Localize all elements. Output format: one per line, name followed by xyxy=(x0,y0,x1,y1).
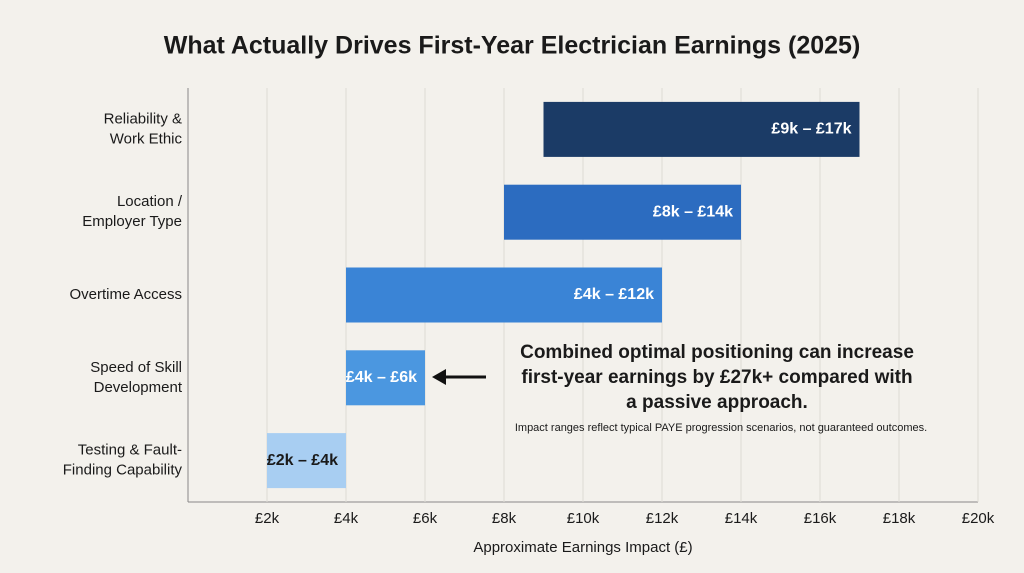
value-label: £2k – £4k xyxy=(267,452,338,469)
annotation-arrow-head xyxy=(432,369,446,385)
chart-title: What Actually Drives First-Year Electric… xyxy=(164,32,861,60)
x-tick-label: £20k xyxy=(962,510,995,527)
bar xyxy=(504,184,741,240)
value-label: £8k – £14k xyxy=(653,203,733,220)
bar xyxy=(543,101,860,157)
note: Impact ranges reflect typical PAYE progr… xyxy=(515,422,927,434)
y-tick-label: Reliability & Work Ethic xyxy=(104,110,183,147)
bar xyxy=(346,350,425,406)
bar xyxy=(267,433,346,489)
x-tick-label: £2k xyxy=(255,510,280,527)
x-tick-label: £6k xyxy=(413,510,438,527)
y-tick-label: Testing & Fault-Finding Capability xyxy=(63,442,183,479)
value-label: £4k – £12k xyxy=(574,286,654,303)
x-tick-label: £8k xyxy=(492,510,517,527)
x-tick-label: £10k xyxy=(567,510,600,527)
x-tick-label: £12k xyxy=(646,510,679,527)
bar xyxy=(346,267,662,323)
x-tick-label: £16k xyxy=(804,510,837,527)
x-tick-label: £4k xyxy=(334,510,359,527)
x-axis-label: Approximate Earnings Impact (£) xyxy=(473,539,692,556)
y-tick-label: Speed of Skill Development xyxy=(90,359,183,396)
value-label: £9k – £17k xyxy=(771,121,851,138)
annotation: first-year earnings by £27k+ compared wi… xyxy=(521,367,912,388)
y-tick-label: Location / Employer Type xyxy=(82,193,183,230)
x-tick-label: £14k xyxy=(725,510,758,527)
value-label: £4k – £6k xyxy=(346,369,417,386)
annotation: Combined optimal positioning can increas… xyxy=(520,342,914,363)
y-tick-label: Overtime Access xyxy=(69,286,182,303)
x-tick-label: £18k xyxy=(883,510,916,527)
annotation: a passive approach. xyxy=(626,392,808,413)
